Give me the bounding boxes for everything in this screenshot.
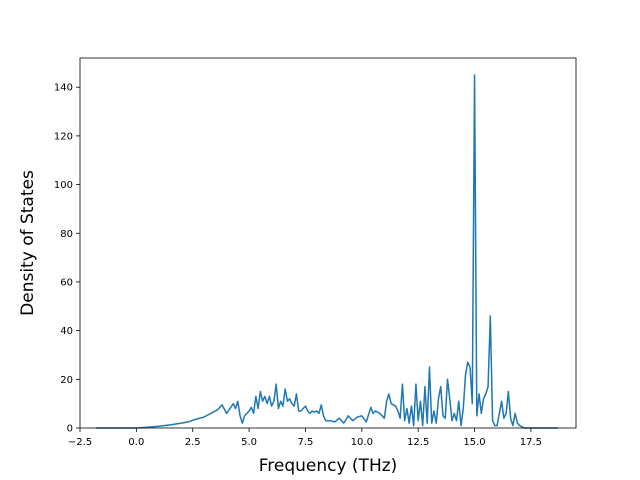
x-tick-label: 10.0 (351, 437, 373, 448)
y-tick-label: 40 (60, 326, 73, 337)
y-tick-label: 60 (60, 277, 73, 288)
y-axis-ticks: 0 20 40 60 80 100 120 140 (54, 83, 80, 435)
x-tick-label: 0.0 (128, 437, 144, 448)
x-tick-label: 2.5 (185, 437, 201, 448)
y-tick-label: 20 (60, 375, 73, 386)
x-tick-label: 15.0 (463, 437, 485, 448)
plot-frame (79, 57, 577, 429)
x-tick-label: 7.5 (298, 437, 314, 448)
x-tick-label: 17.5 (520, 437, 542, 448)
x-axis-ticks: −2.5 0.0 2.5 5.0 7.5 10.0 12.5 15.0 17.5 (68, 428, 542, 448)
x-tick-label: −2.5 (68, 437, 92, 448)
dos-series-line (95, 74, 558, 429)
y-tick-label: 0 (67, 424, 73, 435)
y-tick-label: 140 (54, 83, 73, 94)
y-tick-label: 120 (54, 131, 73, 142)
y-tick-label: 80 (60, 229, 73, 240)
y-tick-label: 100 (54, 180, 73, 191)
x-axis-label: Frequency (THz) (259, 456, 398, 476)
x-tick-label: 5.0 (241, 437, 257, 448)
y-axis-label: Density of States (18, 170, 38, 316)
x-tick-label: 12.5 (407, 437, 429, 448)
series-layer (95, 74, 558, 429)
